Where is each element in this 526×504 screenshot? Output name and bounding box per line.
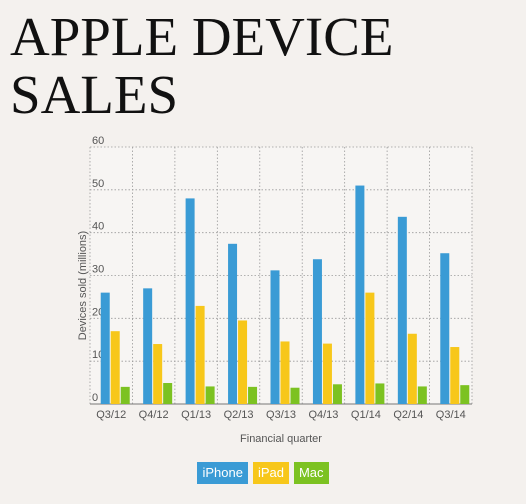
bar-iphone [100, 292, 110, 404]
bar-ipad [407, 333, 417, 404]
bar-iphone [228, 243, 238, 404]
bar-mac [290, 387, 300, 404]
y-tick-label: 40 [92, 221, 104, 233]
bar-mac [248, 386, 258, 404]
x-tick-label: Q4/12 [139, 409, 169, 421]
bar-iphone [397, 216, 407, 404]
bar-ipad [153, 344, 163, 404]
bar-mac [332, 384, 342, 404]
bar-mac [163, 383, 173, 404]
legend-item-ipad[interactable]: iPad [252, 462, 289, 484]
x-tick-label: Q1/14 [351, 409, 381, 421]
bar-mac [375, 383, 385, 404]
legend-item-iphone[interactable]: iPhone [197, 462, 248, 484]
bar-mac [120, 386, 130, 404]
bar-iphone [355, 185, 365, 404]
bar-iphone [185, 198, 195, 404]
bar-ipad [280, 341, 290, 404]
bar-ipad [110, 331, 120, 404]
bar-iphone [312, 259, 322, 404]
bar-mac [205, 386, 215, 404]
x-tick-label: Q3/14 [436, 409, 466, 421]
chart-legend: iPhone iPad Mac [0, 462, 526, 484]
x-tick-label: Q3/12 [96, 409, 126, 421]
bar-iphone [440, 253, 450, 404]
x-tick-label: Q2/13 [224, 409, 254, 421]
bar-ipad [238, 320, 248, 404]
page-title: APPLE DEVICE SALES [10, 6, 394, 125]
x-tick-label: Q1/13 [181, 409, 211, 421]
bar-ipad [365, 292, 375, 404]
bar-mac [417, 386, 427, 404]
legend-item-mac[interactable]: Mac [293, 462, 329, 484]
bar-ipad [450, 347, 460, 404]
bar-ipad [195, 305, 205, 404]
x-axis-label: Financial quarter [240, 433, 322, 445]
bar-ipad [322, 343, 332, 404]
x-tick-label: Q4/13 [308, 409, 338, 421]
x-tick-label: Q2/14 [393, 409, 423, 421]
bar-mac [460, 385, 470, 404]
y-tick-label: 60 [92, 135, 104, 147]
bar-iphone [143, 288, 153, 404]
x-tick-label: Q3/13 [266, 409, 296, 421]
y-tick-label: 30 [92, 264, 104, 276]
y-tick-label: 50 [92, 178, 104, 190]
bar-iphone [270, 270, 280, 404]
y-tick-label: 0 [92, 392, 98, 404]
y-axis-label: Devices sold (millions) [77, 231, 89, 340]
